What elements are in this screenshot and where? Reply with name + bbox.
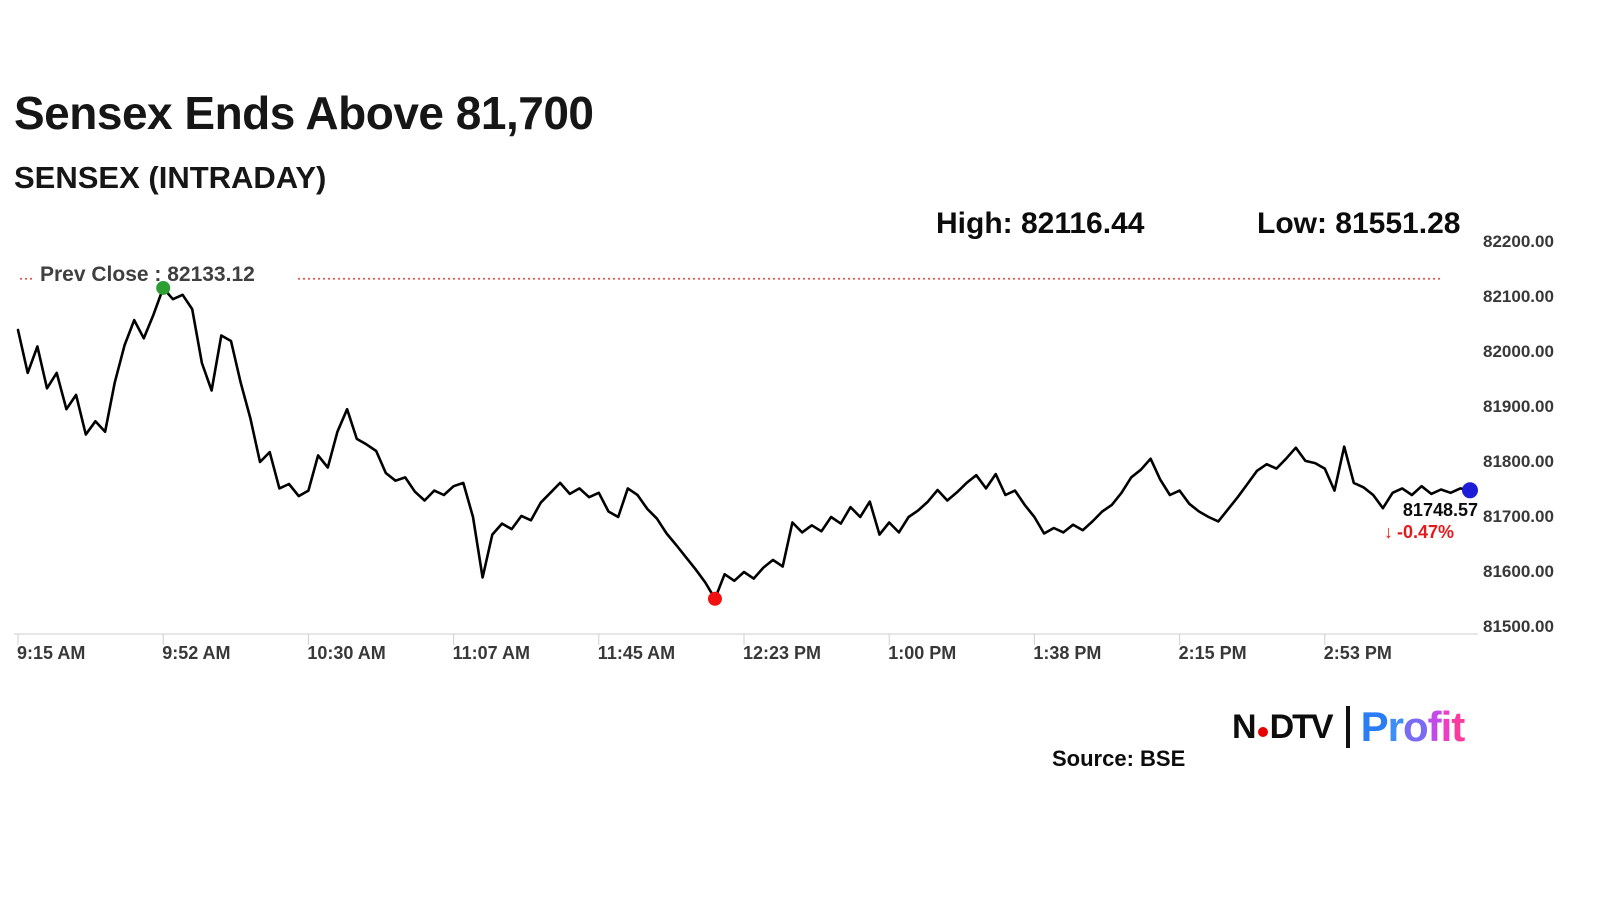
x-axis-label: 1:00 PM bbox=[888, 643, 957, 663]
y-axis-label: 81900.00 bbox=[1483, 397, 1554, 416]
price-line bbox=[16, 286, 1472, 601]
y-axis-label: 82000.00 bbox=[1483, 342, 1554, 361]
logo-divider bbox=[1345, 706, 1350, 748]
profit-letter: t bbox=[1451, 703, 1465, 750]
chart-subtitle: SENSEX (INTRADAY) bbox=[14, 160, 327, 195]
last-point-marker bbox=[1462, 482, 1478, 499]
y-axis-label: 81700.00 bbox=[1483, 507, 1554, 526]
x-axis-label: 2:53 PM bbox=[1323, 643, 1392, 663]
x-axis-label: 2:15 PM bbox=[1178, 643, 1247, 663]
profit-letter: o bbox=[1402, 703, 1429, 750]
ndtv-logo-dtv: DTV bbox=[1269, 707, 1334, 746]
x-axis-label: 11:45 AM bbox=[597, 643, 676, 663]
profit-letter: P bbox=[1360, 703, 1389, 750]
ndtv-red-dot-icon bbox=[1257, 727, 1268, 737]
profit-letter: r bbox=[1387, 703, 1404, 750]
y-axis-label: 81500.00 bbox=[1483, 617, 1554, 636]
y-axis-label: 82100.00 bbox=[1483, 287, 1554, 306]
x-axis-label: 1:38 PM bbox=[1033, 643, 1102, 663]
y-axis-label: 81800.00 bbox=[1483, 452, 1554, 471]
x-axis-label: 12:23 PM bbox=[743, 643, 822, 663]
ndtv-profit-logo: N DTV Profit bbox=[1232, 703, 1466, 751]
x-axis-label: 10:30 AM bbox=[307, 643, 386, 663]
ndtv-logo-n: N bbox=[1232, 707, 1257, 746]
x-axis-label: 9:52 AM bbox=[162, 643, 231, 663]
x-axis-label: 11:07 AM bbox=[452, 643, 530, 663]
low-point-marker bbox=[707, 591, 722, 606]
y-axis-label: 81600.00 bbox=[1483, 562, 1554, 581]
x-axis-label: 9:15 AM bbox=[17, 643, 86, 663]
prev-close-label: Prev Close : 82133.12 bbox=[40, 263, 255, 286]
low-value-label: Low: 81551.28 bbox=[1257, 207, 1461, 240]
source-label: Source: BSE bbox=[1052, 746, 1186, 771]
change-badge: ↓ -0.47% bbox=[1384, 522, 1454, 543]
high-value-label: High: 82116.44 bbox=[936, 207, 1145, 240]
y-axis-label: 82200.00 bbox=[1483, 232, 1554, 251]
change-value-label: -0.47% bbox=[1397, 522, 1455, 542]
profit-letter: i bbox=[1440, 703, 1453, 750]
last-price-label: 81748.57 bbox=[1402, 500, 1478, 520]
profit-letter: f bbox=[1427, 703, 1442, 750]
profit-logo-text: Profit bbox=[1360, 703, 1466, 751]
page-title: Sensex Ends Above 81,700 bbox=[14, 87, 594, 139]
down-arrow-icon: ↓ bbox=[1384, 522, 1393, 542]
